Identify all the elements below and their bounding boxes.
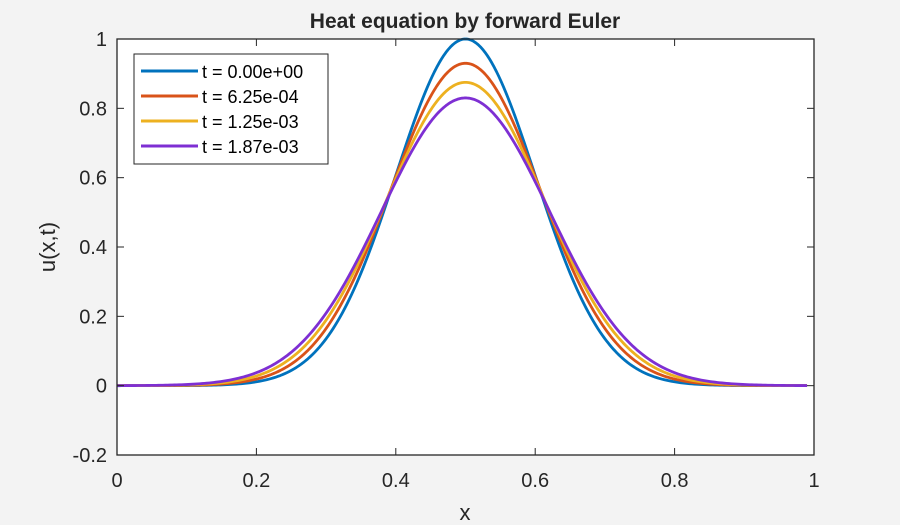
y-tick-label: 0.6 [79, 168, 107, 190]
y-tick-label: 1 [96, 29, 107, 51]
x-tick-label: 1 [808, 470, 819, 492]
legend-entry-label: t = 6.25e-04 [202, 87, 299, 107]
chart-title: Heat equation by forward Euler [310, 10, 620, 33]
y-tick-label: -0.2 [73, 445, 107, 467]
x-tick-label: 0.4 [382, 470, 410, 492]
y-tick-label: 0.8 [79, 98, 107, 120]
x-tick-label: 0.6 [521, 470, 549, 492]
legend-entry-label: t = 0.00e+00 [202, 62, 303, 82]
legend-entry-label: t = 1.25e-03 [202, 112, 299, 132]
y-tick-label: 0 [96, 376, 107, 398]
x-tick-label: 0 [111, 470, 122, 492]
x-axis-label: x [460, 500, 471, 525]
y-tick-label: 0.2 [79, 306, 107, 328]
series-line-3 [117, 96, 808, 388]
legend: t = 0.00e+00 t = 6.25e-04 t = 1.25e-03 t = … [133, 53, 329, 165]
series-line-2 [116, 80, 808, 388]
y-tick-label: 0.4 [79, 237, 107, 259]
y-axis-label: u(x,t) [35, 222, 60, 272]
legend-entry-label: t = 1.87e-03 [202, 137, 299, 157]
x-axis-ticks: 0 0.2 0.4 0.6 0.8 1 [111, 39, 820, 492]
x-tick-label: 0.8 [661, 470, 689, 492]
series-line-1 [117, 61, 808, 388]
y-axis-ticks: -0.2 0 0.2 0.4 0.6 0.8 1 [73, 29, 814, 467]
x-tick-label: 0.2 [242, 470, 270, 492]
